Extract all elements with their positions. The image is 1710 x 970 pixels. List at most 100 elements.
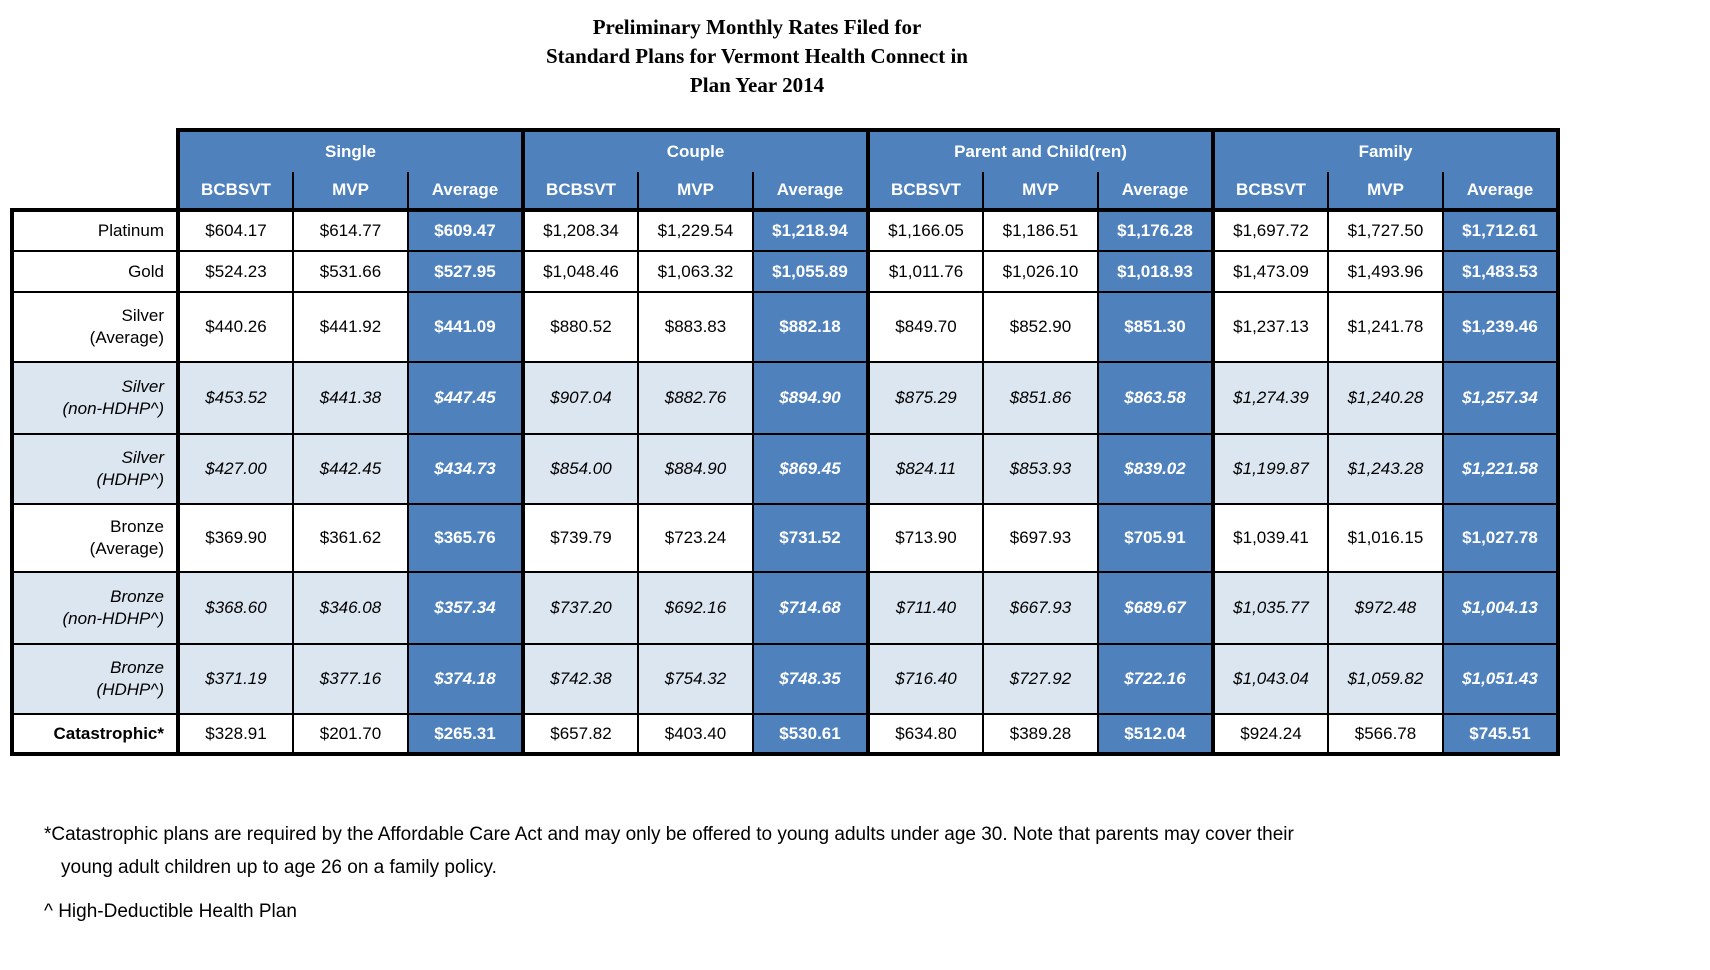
rate-cell: $566.78 xyxy=(1327,713,1444,756)
rate-cell: $1,240.28 xyxy=(1327,361,1444,435)
average-rate-cell: $365.76 xyxy=(407,503,524,573)
rate-cell: $853.93 xyxy=(982,433,1099,505)
rate-cell: $1,063.32 xyxy=(637,250,754,293)
rate-cell: $754.32 xyxy=(637,643,754,715)
average-rate-cell: $745.51 xyxy=(1442,713,1560,756)
group-header-family: Family xyxy=(1211,128,1560,172)
plan-label: Catastrophic* xyxy=(53,723,164,743)
rate-cell: $328.91 xyxy=(176,713,294,756)
average-rate-cell: $527.95 xyxy=(407,250,524,293)
plan-label: Bronze xyxy=(110,517,164,536)
col-header-bcbsvt: BCBSVT xyxy=(866,172,983,212)
rate-cell: $201.70 xyxy=(292,713,409,756)
rate-cell: $883.83 xyxy=(637,291,754,363)
rate-cell: $851.86 xyxy=(982,361,1099,435)
sub-header-row: BCBSVT MVP Average BCBSVT MVP Average BC… xyxy=(12,172,1560,212)
footnote-catastrophic-line1: *Catastrophic plans are required by the … xyxy=(44,824,1294,845)
rate-cell: $1,241.78 xyxy=(1327,291,1444,363)
rate-cell: $531.66 xyxy=(292,250,409,293)
rate-cell: $524.23 xyxy=(176,250,294,293)
col-header-average: Average xyxy=(1097,172,1213,212)
average-rate-cell: $1,239.46 xyxy=(1442,291,1560,363)
plan-label: Platinum xyxy=(97,221,164,240)
plan-label: Bronze xyxy=(110,658,164,677)
rate-cell: $442.45 xyxy=(292,433,409,505)
average-rate-cell: $265.31 xyxy=(407,713,524,756)
col-header-average: Average xyxy=(407,172,523,212)
footnote-hdhp: ^ High-Deductible Health Plan xyxy=(44,901,297,922)
average-rate-cell: $357.34 xyxy=(407,571,524,645)
page-title-line2: Standard Plans for Vermont Health Connec… xyxy=(546,44,968,68)
rate-cell: $369.90 xyxy=(176,503,294,573)
rate-cell: $711.40 xyxy=(866,571,984,645)
rate-cell: $1,208.34 xyxy=(521,208,639,252)
rate-cell: $453.52 xyxy=(176,361,294,435)
plan-label-cell: Silver (HDHP^) xyxy=(10,433,180,505)
col-header-mvp: MVP xyxy=(637,172,753,212)
plan-label-cell: Bronze (Average) xyxy=(10,503,180,573)
rate-cell: $880.52 xyxy=(521,291,639,363)
average-rate-cell: $705.91 xyxy=(1097,503,1214,573)
plan-label: Silver xyxy=(121,448,164,467)
rate-cell: $1,473.09 xyxy=(1211,250,1329,293)
col-header-average: Average xyxy=(1442,172,1560,212)
rate-cell: $667.93 xyxy=(982,571,1099,645)
plan-label-cell: Bronze (non-HDHP^) xyxy=(10,571,180,645)
group-header-single: Single xyxy=(176,128,523,172)
average-rate-cell: $1,018.93 xyxy=(1097,250,1214,293)
rate-cell: $907.04 xyxy=(521,361,639,435)
plan-label-cell: Silver (non-HDHP^) xyxy=(10,361,180,435)
footnotes: *Catastrophic plans are required by the … xyxy=(44,818,1294,928)
plan-label-cell: Catastrophic* xyxy=(10,713,180,756)
average-rate-cell: $1,483.53 xyxy=(1442,250,1560,293)
plan-label: Silver xyxy=(121,377,164,396)
rate-cell: $1,727.50 xyxy=(1327,208,1444,252)
plan-label: Gold xyxy=(128,261,164,281)
rate-cell: $742.38 xyxy=(521,643,639,715)
col-header-mvp: MVP xyxy=(982,172,1098,212)
page-title-line1: Preliminary Monthly Rates Filed for xyxy=(592,15,922,39)
table-row: Catastrophic* $328.91 $201.70 $265.31 $657.8… xyxy=(10,713,1560,756)
rate-cell: $1,059.82 xyxy=(1327,643,1444,715)
average-rate-cell: $1,027.78 xyxy=(1442,503,1560,573)
table-row: Bronze (HDHP^) $371.19 $377.16 $374.18 $742.3… xyxy=(10,643,1560,715)
rate-cell: $1,274.39 xyxy=(1211,361,1329,435)
table-row: Gold $524.23 $531.66 $527.95 $1,048.46 $1,063… xyxy=(10,250,1560,293)
col-header-bcbsvt: BCBSVT xyxy=(1211,172,1328,212)
rate-cell: $368.60 xyxy=(176,571,294,645)
average-rate-cell: $894.90 xyxy=(752,361,869,435)
average-rate-cell: $1,051.43 xyxy=(1442,643,1560,715)
rate-cell: $1,229.54 xyxy=(637,208,754,252)
rates-table-wrap: Single Couple Parent and Child(ren) Fami… xyxy=(10,128,1560,756)
table-row: Silver (non-HDHP^) $453.52 $441.38 $447.45 $9… xyxy=(10,361,1560,435)
rate-cell: $824.11 xyxy=(866,433,984,505)
rate-cell: $713.90 xyxy=(866,503,984,573)
page-title-line3: Plan Year 2014 xyxy=(689,73,825,97)
plan-label-cell: Bronze (HDHP^) xyxy=(10,643,180,715)
rate-cell: $739.79 xyxy=(521,503,639,573)
average-rate-cell: $851.30 xyxy=(1097,291,1214,363)
col-header-average: Average xyxy=(752,172,868,212)
table-row: Silver (HDHP^) $427.00 $442.45 $434.73 $854.0… xyxy=(10,433,1560,505)
rate-cell: $657.82 xyxy=(521,713,639,756)
average-rate-cell: $374.18 xyxy=(407,643,524,715)
table-row: Bronze (Average) $369.90 $361.62 $365.76 $739… xyxy=(10,503,1560,573)
average-rate-cell: $530.61 xyxy=(752,713,869,756)
average-rate-cell: $714.68 xyxy=(752,571,869,645)
plan-label-cell: Silver (Average) xyxy=(10,291,180,363)
average-rate-cell: $447.45 xyxy=(407,361,524,435)
rate-cell: $604.17 xyxy=(176,208,294,252)
average-rate-cell: $1,218.94 xyxy=(752,208,869,252)
col-header-mvp: MVP xyxy=(1327,172,1443,212)
average-rate-cell: $869.45 xyxy=(752,433,869,505)
rate-cell: $737.20 xyxy=(521,571,639,645)
rate-cell: $1,035.77 xyxy=(1211,571,1329,645)
footnote-catastrophic-line2: young adult children up to age 26 on a f… xyxy=(61,857,497,878)
rates-table-body: Platinum $604.17 $614.77 $609.47 $1,208.34 $1… xyxy=(10,208,1560,756)
plan-label-line2: (HDHP^) xyxy=(96,680,164,699)
average-rate-cell: $434.73 xyxy=(407,433,524,505)
corner-cell xyxy=(12,130,178,210)
table-row: Silver (Average) $440.26 $441.92 $441.09 $880… xyxy=(10,291,1560,363)
table-row: Bronze (non-HDHP^) $368.60 $346.08 $357.34 $7… xyxy=(10,571,1560,645)
plan-label-line2: (Average) xyxy=(89,328,164,347)
